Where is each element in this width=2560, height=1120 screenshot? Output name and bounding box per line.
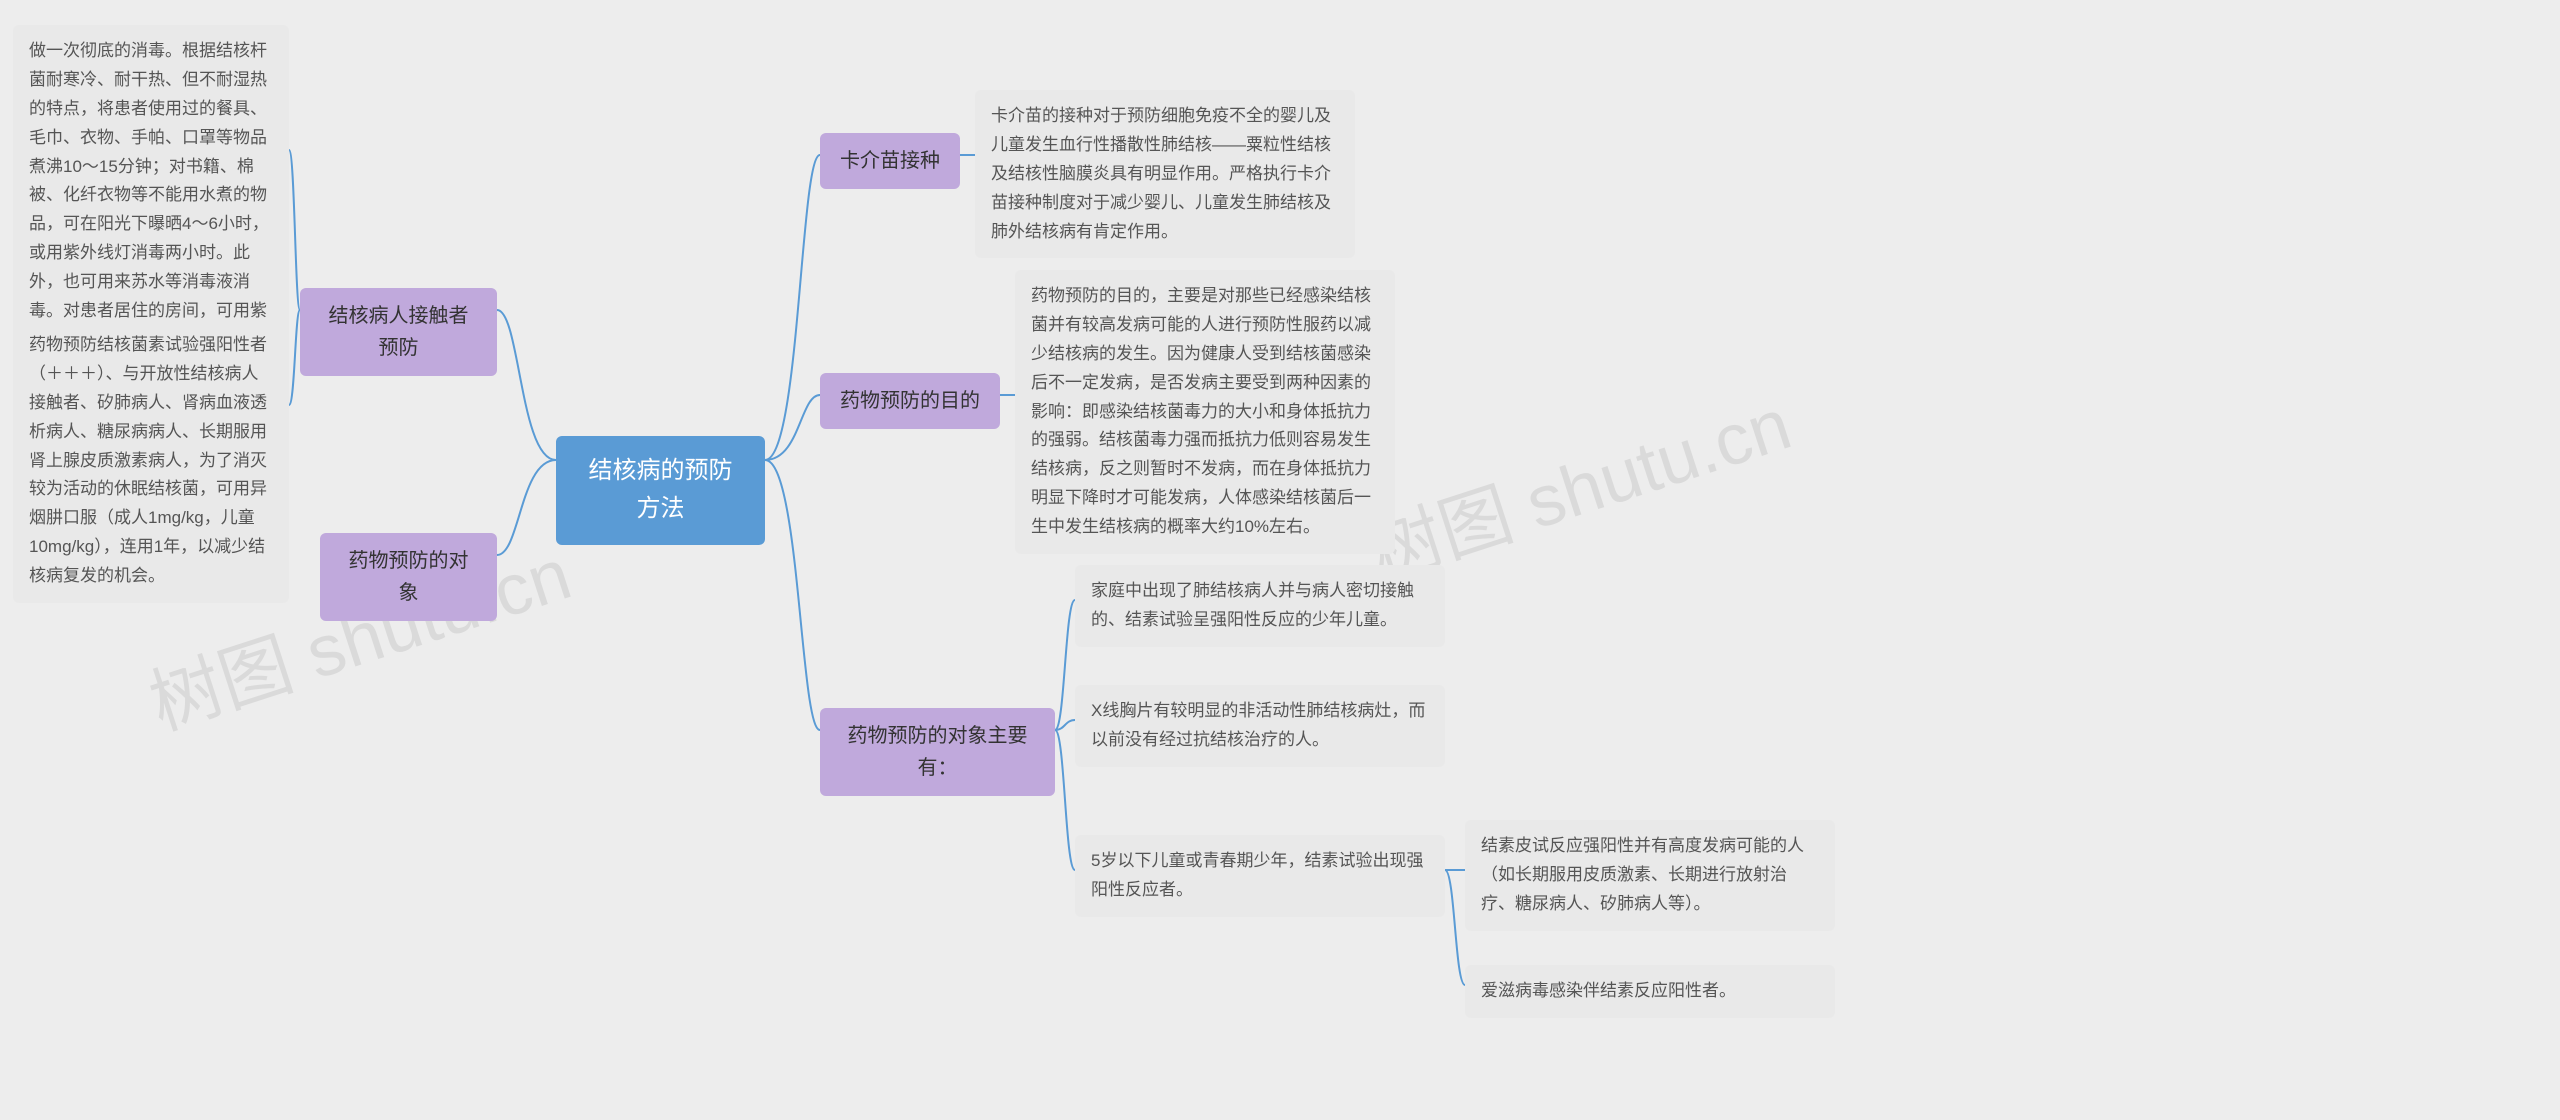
leaf-target-3b: 爱滋病毒感染伴结素反应阳性者。 xyxy=(1465,965,1835,1018)
left-branch-contact-prevention[interactable]: 结核病人接触者预防 xyxy=(300,288,497,376)
leaf-target-2: X线胸片有较明显的非活动性肺结核病灶，而以前没有经过抗结核治疗的人。 xyxy=(1075,685,1445,767)
leaf-disinfection: 做一次彻底的消毒。根据结核杆菌耐寒冷、耐干热、但不耐湿热的特点，将患者使用过的餐… xyxy=(13,25,289,367)
leaf-target-3a: 结素皮试反应强阳性并有高度发病可能的人（如长期服用皮质激素、长期进行放射治疗、糖… xyxy=(1465,820,1835,931)
leaf-drug-prevention-detail: 药物预防结核菌素试验强阳性者（＋＋＋）、与开放性结核病人接触者、矽肺病人、肾病血… xyxy=(13,319,289,603)
root-node[interactable]: 结核病的预防方法 xyxy=(556,436,765,545)
right-branch-drug-targets[interactable]: 药物预防的对象主要有： xyxy=(820,708,1055,796)
leaf-bcg-detail: 卡介苗的接种对于预防细胞免疫不全的婴儿及儿童发生血行性播散性肺结核——粟粒性结核… xyxy=(975,90,1355,258)
left-branch-drug-prevention-target[interactable]: 药物预防的对象 xyxy=(320,533,497,621)
leaf-target-3: 5岁以下儿童或青春期少年，结素试验出现强阳性反应者。 xyxy=(1075,835,1445,917)
leaf-drug-purpose-detail: 药物预防的目的，主要是对那些已经感染结核菌并有较高发病可能的人进行预防性服药以减… xyxy=(1015,270,1395,554)
right-branch-bcg[interactable]: 卡介苗接种 xyxy=(820,133,960,189)
leaf-target-1: 家庭中出现了肺结核病人并与病人密切接触的、结素试验呈强阳性反应的少年儿童。 xyxy=(1075,565,1445,647)
right-branch-drug-purpose[interactable]: 药物预防的目的 xyxy=(820,373,1000,429)
